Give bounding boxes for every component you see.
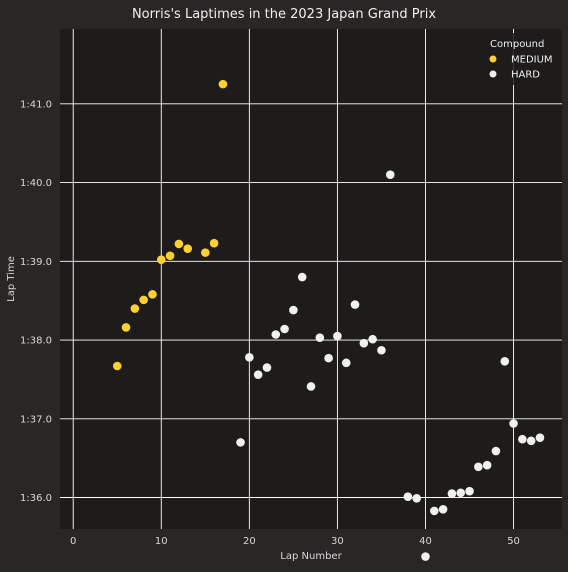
data-point-hard	[245, 353, 254, 362]
data-point-hard	[403, 492, 413, 502]
data-point-medium	[183, 244, 193, 253]
data-point-hard	[253, 370, 263, 379]
data-point-medium	[218, 79, 228, 89]
data-point-hard	[456, 488, 466, 498]
y-axis-label: Lap Time	[6, 256, 17, 302]
y-tick-label: 1:36.0	[20, 493, 52, 504]
y-tick-label: 1:39.0	[20, 257, 52, 268]
data-point-hard	[385, 170, 395, 179]
plot-area	[60, 29, 562, 529]
data-point-medium	[121, 323, 131, 332]
data-point-medium	[156, 255, 166, 265]
x-tick-label: 50	[507, 536, 520, 547]
data-point-hard	[526, 436, 536, 446]
data-point-hard	[297, 272, 307, 282]
legend-marker-medium	[489, 55, 497, 63]
data-point-hard	[315, 333, 325, 342]
data-point-medium	[130, 304, 140, 313]
data-point-hard	[447, 489, 457, 498]
data-point-hard	[482, 460, 492, 470]
x-tick-label: 30	[331, 536, 344, 547]
legend-label-medium: MEDIUM	[511, 55, 553, 66]
data-point-hard	[333, 331, 342, 341]
x-tick-label: 20	[243, 536, 256, 547]
data-point-hard	[438, 505, 448, 514]
legend: Compound MEDIUM HARD	[477, 33, 559, 85]
y-tick-label: 1:40.0	[20, 178, 52, 189]
data-point-hard	[289, 305, 298, 315]
legend-label-hard: HARD	[511, 70, 540, 81]
chart-title: Norris's Laptimes in the 2023 Japan Gran…	[132, 7, 436, 22]
data-point-hard	[350, 300, 360, 309]
y-tick-label: 1:38.0	[20, 336, 52, 347]
data-point-hard	[518, 434, 527, 444]
data-point-medium	[174, 239, 184, 249]
data-points	[112, 79, 545, 561]
x-tick-labels: 0 10 20 30 40 50	[70, 536, 520, 547]
data-point-hard	[429, 506, 439, 516]
data-point-hard	[236, 438, 245, 447]
data-point-hard	[359, 338, 369, 348]
data-point-hard	[377, 345, 386, 355]
legend-title: Compound	[490, 39, 544, 50]
data-point-hard	[262, 363, 272, 372]
data-point-hard	[421, 552, 430, 561]
data-point-medium	[209, 238, 219, 248]
x-tick-label: 40	[419, 536, 432, 547]
y-tick-label: 1:37.0	[20, 414, 52, 425]
data-point-hard	[306, 382, 316, 391]
x-tick-label: 10	[155, 536, 168, 547]
y-tick-label: 1:41.0	[20, 99, 52, 110]
x-tick-label: 0	[70, 536, 76, 547]
grid-lines	[60, 29, 562, 529]
data-point-hard	[500, 356, 510, 366]
data-point-medium	[139, 295, 148, 305]
data-point-hard	[535, 433, 545, 442]
data-point-medium	[148, 290, 157, 299]
legend-marker-hard	[489, 70, 497, 78]
data-point-medium	[112, 361, 122, 371]
data-point-medium	[201, 248, 210, 257]
data-point-hard	[465, 486, 474, 496]
data-point-hard	[368, 334, 377, 344]
data-point-hard	[491, 446, 501, 456]
data-point-medium	[165, 251, 175, 261]
data-point-hard	[341, 358, 351, 368]
y-tick-labels: 1:36.0 1:37.0 1:38.0 1:39.0 1:40.0 1:41.0	[20, 99, 52, 504]
data-point-hard	[271, 330, 281, 339]
data-point-hard	[474, 462, 483, 472]
data-point-hard	[324, 353, 333, 363]
x-axis-label: Lap Number	[280, 551, 342, 562]
data-point-hard	[280, 324, 289, 334]
data-point-hard	[509, 419, 518, 428]
data-point-hard	[412, 493, 421, 503]
